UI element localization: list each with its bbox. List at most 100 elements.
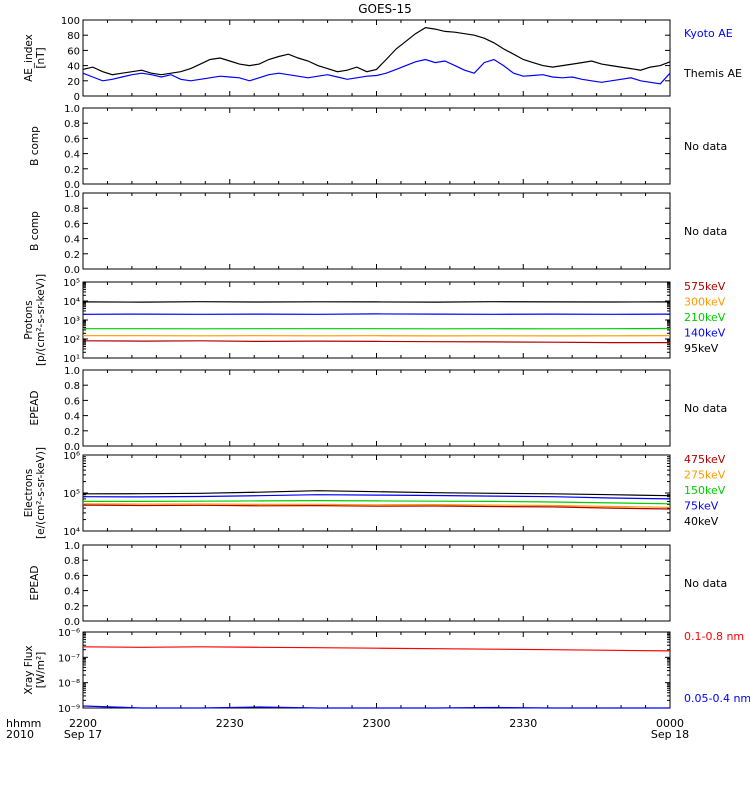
panel-4: 0.0 0.2 0.4 0.6 0.8 1.0 EPEAD No data — [29, 366, 727, 453]
y-axis-label: B comp — [29, 211, 41, 251]
y-tick-label: 1.0 — [64, 189, 80, 200]
legend-entry: 575keV — [684, 280, 726, 293]
series-line — [82, 26, 671, 76]
series-line — [82, 58, 671, 85]
y-tick-label: 0.6 — [64, 134, 80, 145]
legend-entry: 95keV — [684, 342, 719, 355]
y-axis-label: AE_index — [23, 34, 35, 82]
legend-entry: 0.05-0.4 nm — [684, 692, 750, 705]
y-axis-label: [W/m²] — [35, 652, 47, 689]
series-line — [82, 340, 670, 344]
y-axis-label: Electrons — [23, 469, 35, 518]
panel-frame — [82, 369, 671, 447]
panel-frame — [82, 107, 671, 185]
y-tick-label: 0.0 — [64, 617, 80, 628]
panel-frame — [82, 631, 671, 709]
y-tick-label: 10⁻⁸ — [58, 679, 80, 690]
y-tick-label: 0.4 — [64, 587, 80, 598]
series-line — [82, 490, 671, 497]
y-tick-label: 0.8 — [64, 381, 80, 392]
y-tick-label: 0.0 — [64, 265, 80, 276]
time-axis-corner-year: 2010 — [6, 728, 34, 741]
y-tick-label: 0.8 — [64, 204, 80, 215]
series-line — [82, 504, 671, 510]
legend-entry: Kyoto AE — [684, 27, 733, 40]
y-axis-label: [e/(cm²-s-sr-keV)] — [35, 447, 47, 539]
y-tick-label: 1.0 — [64, 104, 80, 115]
no-data-note: No data — [684, 577, 727, 590]
y-tick-label: 0.4 — [64, 150, 80, 161]
y-tick-label: 0.2 — [64, 165, 80, 176]
time-tick-label: 2330 — [509, 717, 537, 730]
y-tick-label: 0.6 — [64, 219, 80, 230]
legend-entry: 150keV — [684, 484, 726, 497]
no-data-note: No data — [684, 225, 727, 238]
time-tick-label: 2230 — [216, 717, 244, 730]
panel-2: 0.0 0.2 0.4 0.6 0.8 1.0 B comp No data — [29, 189, 727, 276]
y-tick-label: 0.6 — [64, 396, 80, 407]
plot-title: GOES-15 — [358, 2, 412, 16]
y-axis-label: Protons — [23, 300, 35, 339]
y-tick-label: 0.4 — [64, 412, 80, 423]
y-tick-label: 0.0 — [64, 442, 80, 453]
legend-entry: 140keV — [684, 327, 726, 340]
y-tick-label: 20 — [67, 77, 80, 88]
y-tick-label: 40 — [67, 62, 80, 73]
panel-3: 10¹ 10² 10³ 10⁴ 10⁵ Protons [p/(cm²-s-sr-keV)]… — [23, 274, 726, 366]
series-line — [83, 499, 671, 505]
y-tick-label: 10⁵ — [63, 278, 80, 289]
legend-entry: 75keV — [684, 500, 719, 513]
y-tick-label: 0.6 — [64, 571, 80, 582]
time-tick-label: 2300 — [363, 717, 391, 730]
y-tick-label: 0.8 — [64, 556, 80, 567]
time-tick-date: Sep 17 — [64, 728, 102, 741]
y-tick-label: 10⁻⁹ — [58, 704, 80, 715]
panel-frame — [82, 281, 671, 359]
y-tick-label: 0.4 — [64, 235, 80, 246]
y-axis-label: [nT] — [35, 47, 47, 68]
y-tick-label: 0.2 — [64, 427, 80, 438]
panel-frame — [82, 544, 671, 622]
panels: 0 20 40 60 80 100 AE_index [nT] Kyoto AE Themis A… — [23, 16, 750, 715]
panel-1: 0.0 0.2 0.4 0.6 0.8 1.0 B comp No data — [29, 104, 727, 191]
y-tick-label: 80 — [67, 31, 80, 42]
y-tick-label: 1.0 — [64, 366, 80, 377]
y-tick-label: 10³ — [63, 316, 80, 327]
panel-6: 0.0 0.2 0.4 0.6 0.8 1.0 EPEAD No data — [29, 541, 727, 628]
legend-entry: 40keV — [684, 515, 719, 528]
panel-7: 10⁻⁹ 10⁻⁸ 10⁻⁷ 10⁻⁶ Xray Flux [W/m²] 0.1-0.8 n… — [23, 628, 750, 715]
y-tick-label: 0.2 — [64, 602, 80, 613]
no-data-note: No data — [684, 402, 727, 415]
panel-frame — [82, 192, 671, 270]
y-axis-label: [p/(cm²-s-sr-keV)] — [35, 274, 47, 366]
y-tick-label: 10⁴ — [63, 527, 80, 538]
legend-entry: Themis AE — [683, 67, 742, 80]
y-tick-label: 10⁻⁶ — [58, 628, 80, 639]
panel-5: 10⁴ 10⁵ 10⁶ Electrons [e/(cm²-s-sr-keV)] 475k… — [23, 447, 726, 539]
time-tick-label: 0000 — [656, 717, 684, 730]
legend-entry: 210keV — [684, 311, 726, 324]
time-tick-label: 2200 — [69, 717, 97, 730]
time-axis-corner-label: hhmm — [6, 717, 41, 730]
y-tick-label: 100 — [61, 16, 80, 27]
y-axis-label: B comp — [29, 126, 41, 166]
y-tick-label: 0.2 — [64, 250, 80, 261]
y-axis-label: EPEAD — [29, 566, 41, 601]
y-axis-label: Xray Flux — [23, 645, 35, 694]
series-line — [82, 494, 671, 500]
no-data-note: No data — [684, 140, 727, 153]
y-tick-label: 10⁴ — [63, 297, 80, 308]
y-tick-label: 10⁻⁷ — [58, 653, 80, 664]
y-tick-label: 0 — [74, 92, 80, 103]
legend-entry: 300keV — [684, 296, 726, 309]
series-line — [82, 646, 671, 652]
y-tick-label: 10⁶ — [63, 451, 80, 462]
panel-0: 0 20 40 60 80 100 AE_index [nT] Kyoto AE Themis A… — [23, 16, 742, 103]
legend-entry: 0.1-0.8 nm — [684, 630, 744, 643]
legend-entry: 275keV — [684, 469, 726, 482]
y-tick-label: 0.8 — [64, 119, 80, 130]
y-axis-label: EPEAD — [29, 391, 41, 426]
y-tick-label: 0.0 — [64, 180, 80, 191]
